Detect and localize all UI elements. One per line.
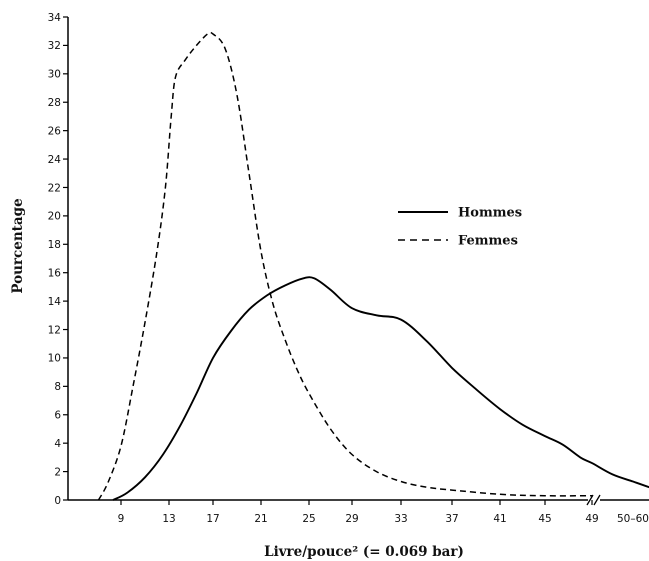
y-tick-label: 34 bbox=[48, 12, 62, 24]
y-tick-label: 24 bbox=[48, 154, 62, 166]
x-tick-label: 9 bbox=[118, 513, 125, 525]
x-tick-label: 21 bbox=[254, 513, 267, 525]
x-tick-label: 25 bbox=[302, 513, 315, 525]
y-tick-label: 18 bbox=[48, 239, 61, 251]
x-tick-label: 33 bbox=[394, 513, 407, 525]
legend-label-femmes: Femmes bbox=[458, 234, 518, 249]
x-axis-title: Livre/pouce² (= 0.069 bar) bbox=[264, 544, 464, 560]
x-tick-label: 37 bbox=[445, 513, 458, 525]
x-tick-label: 45 bbox=[538, 513, 551, 525]
y-tick-label: 10 bbox=[48, 353, 61, 365]
series-line-femmes bbox=[97, 31, 593, 501]
series-layer bbox=[97, 31, 649, 501]
x-tick-label: 41 bbox=[493, 513, 506, 525]
y-tick-label: 28 bbox=[48, 97, 61, 109]
y-tick-label: 6 bbox=[54, 410, 61, 422]
y-tick-label: 16 bbox=[48, 268, 62, 280]
y-tick-label: 26 bbox=[48, 125, 62, 137]
y-tick-label: 20 bbox=[48, 211, 61, 223]
y-tick-label: 22 bbox=[48, 182, 61, 194]
x-tick-label: 50–60 bbox=[617, 513, 649, 525]
y-tick-label: 2 bbox=[54, 466, 61, 478]
x-tick-label: 13 bbox=[162, 513, 175, 525]
y-axis-title: Pourcentage bbox=[10, 198, 26, 293]
axes bbox=[67, 17, 649, 506]
x-ticks: 9 13 17 21 25 29 33 37 41 45 49 50–60 bbox=[118, 500, 649, 525]
axis-break-icon bbox=[586, 494, 601, 506]
y-tick-label: 12 bbox=[48, 324, 61, 336]
x-tick-label: 49 bbox=[585, 513, 598, 525]
y-tick-label: 14 bbox=[48, 296, 62, 308]
legend-label-hommes: Hommes bbox=[458, 206, 522, 221]
legend: Hommes Femmes bbox=[398, 206, 522, 249]
y-tick-label: 8 bbox=[54, 381, 61, 393]
y-tick-label: 0 bbox=[54, 495, 61, 507]
x-tick-label: 29 bbox=[345, 513, 358, 525]
x-tick-label: 17 bbox=[206, 513, 219, 525]
series-line-hommes bbox=[112, 276, 649, 501]
y-tick-label: 4 bbox=[54, 438, 61, 450]
y-tick-label: 32 bbox=[48, 40, 61, 52]
y-tick-label: 30 bbox=[48, 69, 61, 81]
